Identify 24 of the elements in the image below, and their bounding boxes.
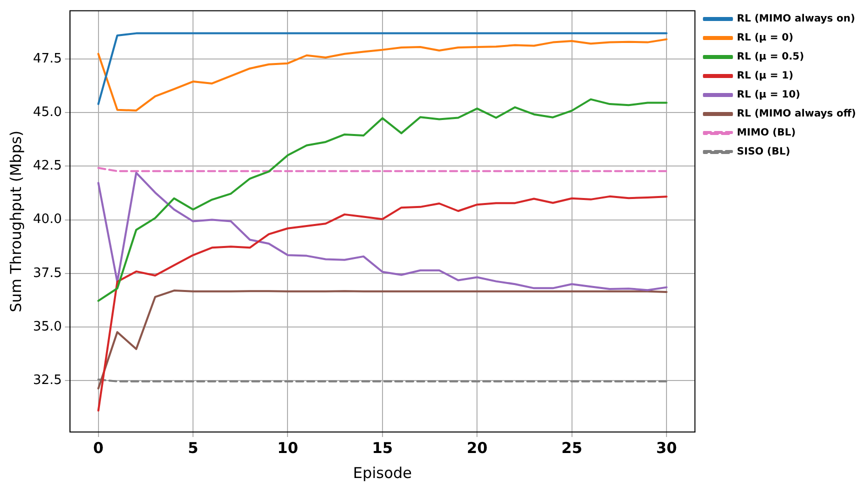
legend-label: RL (μ = 10): [736, 90, 800, 101]
y-tick-label: 32.5: [32, 372, 62, 388]
legend-label: SISO (BL): [736, 146, 790, 158]
legend-label: RL (μ = 0.5): [736, 52, 804, 63]
x-tick-label: 5: [188, 438, 198, 457]
y-tick-label: 37.5: [32, 266, 62, 281]
y-tick-label: 45.0: [32, 104, 62, 120]
x-axis-title: Episode: [352, 464, 412, 482]
x-tick-label: 25: [561, 438, 582, 457]
x-tick-label: 30: [656, 438, 677, 457]
y-tick-label: 42.5: [32, 158, 62, 174]
x-tick-label: 10: [277, 438, 298, 457]
legend-label: MIMO (BL): [736, 128, 796, 139]
x-tick-label: 0: [93, 438, 104, 457]
legend-label: RL (MIMO always off): [736, 108, 856, 120]
legend-label: RL (μ = 1): [736, 70, 794, 82]
y-tick-label: 47.5: [32, 51, 62, 66]
x-tick-label: 15: [372, 438, 393, 457]
legend-label: RL (μ = 0): [736, 32, 794, 44]
y-axis-title: Sum Throughput (Mbps): [6, 130, 25, 312]
y-tick-label: 40.0: [32, 212, 62, 228]
legend-label: RL (MIMO always on): [736, 14, 856, 25]
y-tick-label: 35.0: [32, 319, 62, 334]
x-tick-label: 20: [466, 438, 488, 457]
